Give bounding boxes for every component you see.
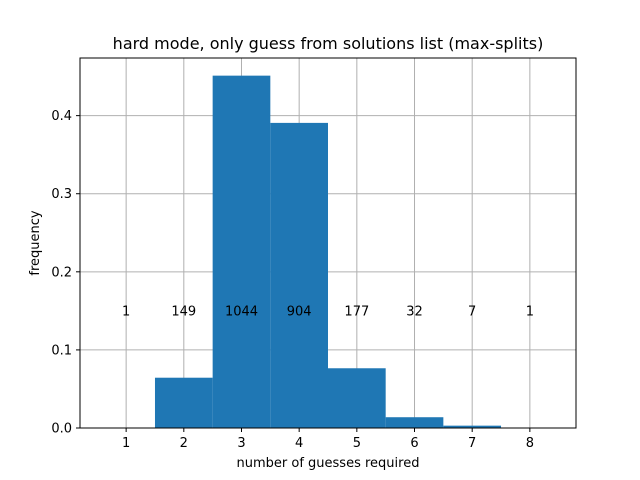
histogram-bar xyxy=(212,75,271,428)
axes-frame xyxy=(79,57,577,429)
count-label: 904 xyxy=(287,304,312,319)
x-tick-layer: 1 2 3 4 5 6 7 8 xyxy=(122,428,534,451)
y-axis-label: frequency xyxy=(28,210,43,276)
count-label: 1 xyxy=(526,304,534,319)
histogram-bar xyxy=(328,368,386,428)
x-tick-label: 5 xyxy=(353,436,361,451)
histogram-bar xyxy=(443,425,502,428)
x-axis-label: number of guesses required xyxy=(237,456,420,471)
x-tick-label: 4 xyxy=(295,436,303,451)
histogram-bar xyxy=(270,122,328,428)
y-tick-label: 0.4 xyxy=(51,109,72,124)
y-tick-label: 0.0 xyxy=(51,422,72,437)
count-label: 1 xyxy=(122,304,130,319)
x-tick-label: 7 xyxy=(468,436,476,451)
count-label-layer: 1 149 1044 904 177 32 7 1 xyxy=(122,304,534,319)
bar-layer xyxy=(97,75,559,428)
y-tick-label: 0.1 xyxy=(51,343,72,358)
y-tick-label: 0.3 xyxy=(51,187,72,202)
x-tick-label: 8 xyxy=(526,436,534,451)
x-tick-label: 2 xyxy=(180,436,188,451)
chart-title: hard mode, only guess from solutions lis… xyxy=(113,34,544,53)
x-tick-label: 6 xyxy=(410,436,418,451)
x-tick-label: 3 xyxy=(237,436,245,451)
x-tick-label: 1 xyxy=(122,436,130,451)
count-label: 7 xyxy=(468,304,476,319)
histogram-bar xyxy=(385,417,444,428)
count-label: 1044 xyxy=(225,304,258,319)
histogram-bar xyxy=(154,377,213,428)
y-tick-layer: 0.0 0.1 0.2 0.3 0.4 xyxy=(51,109,80,437)
y-tick-label: 0.2 xyxy=(51,265,72,280)
count-label: 32 xyxy=(406,304,423,319)
count-label: 149 xyxy=(171,304,196,319)
count-label: 177 xyxy=(344,304,369,319)
